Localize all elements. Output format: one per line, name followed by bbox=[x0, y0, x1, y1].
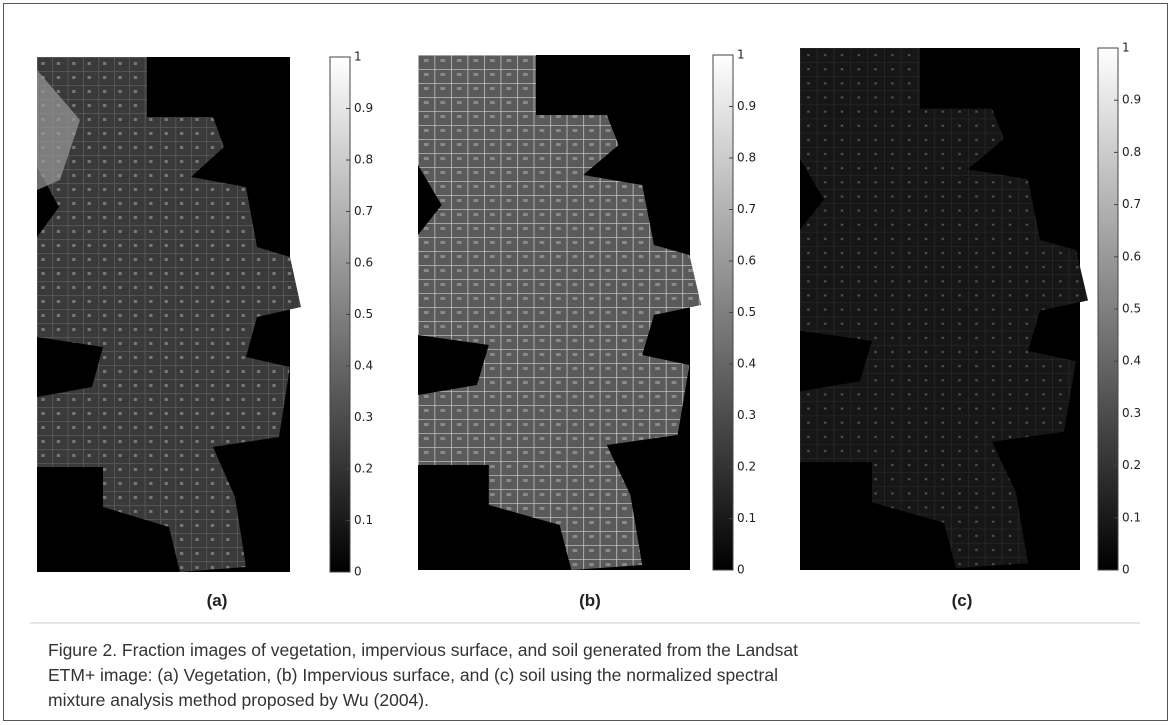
colorbar-tick-label: 0.8 bbox=[354, 153, 373, 167]
colorbar-tick-label: 0 bbox=[354, 565, 362, 579]
colorbar-tick-label: 0.3 bbox=[354, 410, 373, 424]
colorbar-tick-label: 0.5 bbox=[1122, 302, 1141, 316]
panel-label: (c) bbox=[952, 591, 973, 610]
colorbar-tick-label: 0.2 bbox=[737, 460, 756, 474]
image-c bbox=[800, 48, 1088, 570]
colorbar-tick-label: 0.7 bbox=[354, 204, 373, 218]
colorbar-tick-label: 0.7 bbox=[1122, 197, 1141, 211]
panel-label: (b) bbox=[579, 591, 601, 610]
colorbar-tick-label: 0.8 bbox=[1122, 145, 1141, 159]
colorbar-tick-label: 0.1 bbox=[1122, 510, 1141, 524]
colorbar-tick-label: 0.4 bbox=[354, 359, 373, 373]
colorbar-tick-label: 0.6 bbox=[1122, 249, 1141, 263]
colorbar-tick-label: 1 bbox=[737, 48, 745, 62]
colorbar-tick-label: 0.4 bbox=[737, 357, 756, 371]
colorbar-tick-label: 0.7 bbox=[737, 202, 756, 216]
colorbar-tick-label: 0.6 bbox=[354, 256, 373, 270]
colorbar-tick-label: 0.9 bbox=[1122, 93, 1141, 107]
page: Figure 2. Fraction images of vegetation,… bbox=[0, 0, 1172, 725]
caption-line: ETM+ image: (a) Vegetation, (b) Impervio… bbox=[48, 665, 778, 685]
colorbar-tick-label: 0.9 bbox=[354, 101, 373, 115]
colorbar-tick-label: 1 bbox=[1122, 41, 1130, 55]
caption-line: Figure 2. Fraction images of vegetation,… bbox=[48, 640, 798, 660]
colorbar-tick-label: 0.2 bbox=[354, 462, 373, 476]
caption-line: mixture analysis method proposed by Wu (… bbox=[48, 690, 429, 710]
colorbar-tick-label: 0.8 bbox=[737, 151, 756, 165]
colorbar-tick-label: 0.2 bbox=[1122, 458, 1141, 472]
colorbar-tick-label: 0.4 bbox=[1122, 354, 1141, 368]
colorbar-tick-label: 0.5 bbox=[737, 305, 756, 319]
colorbar-tick-label: 0 bbox=[1122, 563, 1130, 577]
colorbar-tick-label: 0.5 bbox=[354, 307, 373, 321]
caption: Figure 2. Fraction images of vegetation,… bbox=[48, 640, 798, 710]
colorbar-tick-label: 1 bbox=[354, 50, 362, 64]
colorbar-tick-label: 0.1 bbox=[737, 511, 756, 525]
colorbar-tick-label: 0.1 bbox=[354, 513, 373, 527]
figure: Figure 2. Fraction images of vegetation,… bbox=[0, 0, 1172, 725]
colorbar-tick-label: 0.3 bbox=[737, 408, 756, 422]
panel-label: (a) bbox=[207, 591, 228, 610]
colorbar-tick-label: 0.6 bbox=[737, 254, 756, 268]
image-a bbox=[37, 57, 301, 572]
colorbar-tick-label: 0.3 bbox=[1122, 406, 1141, 420]
image-b bbox=[418, 55, 701, 570]
colorbar-tick-label: 0.9 bbox=[737, 99, 756, 113]
colorbar-tick-label: 0 bbox=[737, 563, 745, 577]
